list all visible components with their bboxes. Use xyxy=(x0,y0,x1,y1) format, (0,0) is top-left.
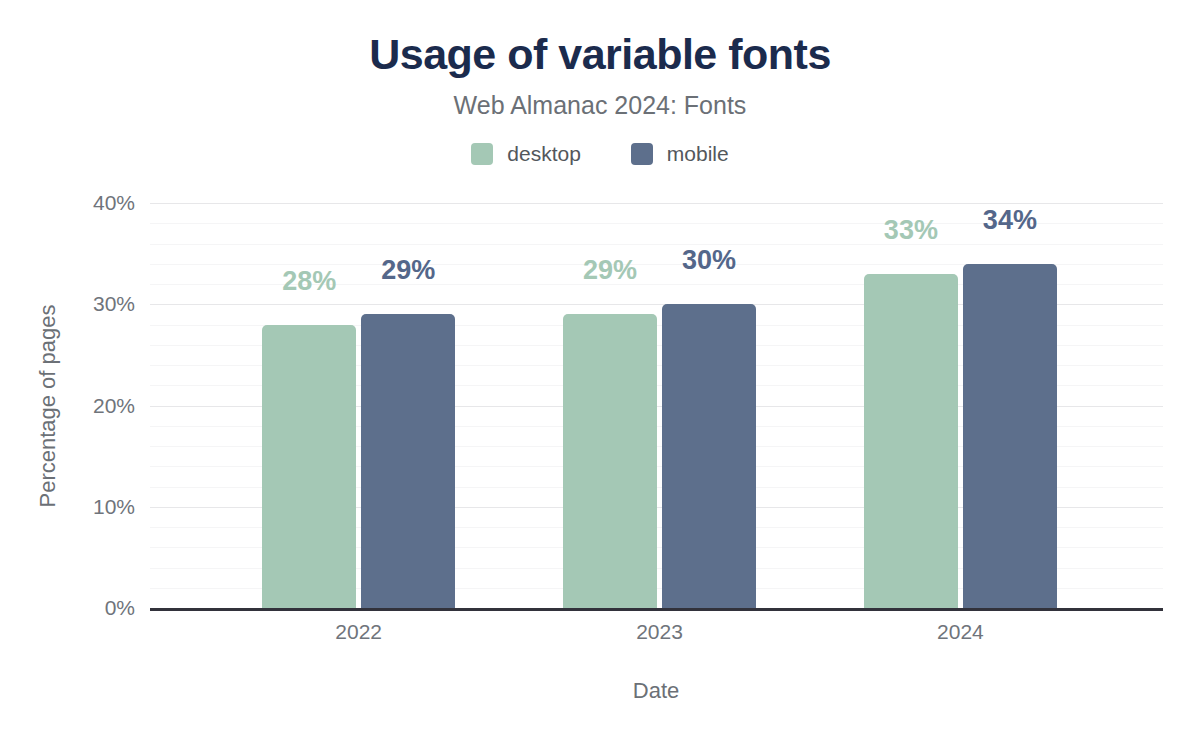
y-tick-label: 40% xyxy=(65,191,135,215)
mobile-bar-value-label: 29% xyxy=(381,257,435,284)
x-axis-title: Date xyxy=(633,678,679,704)
legend-label: mobile xyxy=(667,142,729,166)
y-tick-label: 30% xyxy=(65,292,135,316)
mobile-bar-value-label: 30% xyxy=(682,247,736,274)
desktop-bar-2023 xyxy=(563,314,657,608)
x-tick-label-2024: 2024 xyxy=(937,620,984,644)
mobile-legend-swatch-icon xyxy=(631,143,653,165)
x-tick-label-2023: 2023 xyxy=(636,620,683,644)
desktop-bar-2024 xyxy=(864,274,958,608)
desktop-legend-swatch-icon xyxy=(471,143,493,165)
chart-title: Usage of variable fonts xyxy=(0,30,1200,79)
legend: desktop mobile xyxy=(0,142,1200,166)
desktop-bar-value-label: 28% xyxy=(282,268,336,295)
y-tick-label: 0% xyxy=(65,596,135,620)
variable-fonts-usage-chart: Usage of variable fonts Web Almanac 2024… xyxy=(0,0,1200,742)
y-tick-label: 20% xyxy=(65,394,135,418)
desktop-bar-value-label: 33% xyxy=(884,217,938,244)
mobile-bar-2024 xyxy=(963,264,1057,608)
legend-item-mobile: mobile xyxy=(631,142,729,166)
mobile-bar-2023 xyxy=(662,304,756,608)
chart-subtitle: Web Almanac 2024: Fonts xyxy=(0,91,1200,120)
y-tick-label: 10% xyxy=(65,495,135,519)
desktop-bar-value-label: 29% xyxy=(583,257,637,284)
legend-item-desktop: desktop xyxy=(471,142,581,166)
legend-label: desktop xyxy=(507,142,581,166)
mobile-bar-2022 xyxy=(361,314,455,608)
desktop-bar-2022 xyxy=(262,325,356,609)
y-axis-title: Percentage of pages xyxy=(35,304,61,507)
mobile-bar-value-label: 34% xyxy=(983,207,1037,234)
plot-area: 0%10%20%30%40%28%29%202229%30%202333%34%… xyxy=(150,203,1163,611)
minor-gridline xyxy=(150,244,1163,245)
x-tick-label-2022: 2022 xyxy=(335,620,382,644)
